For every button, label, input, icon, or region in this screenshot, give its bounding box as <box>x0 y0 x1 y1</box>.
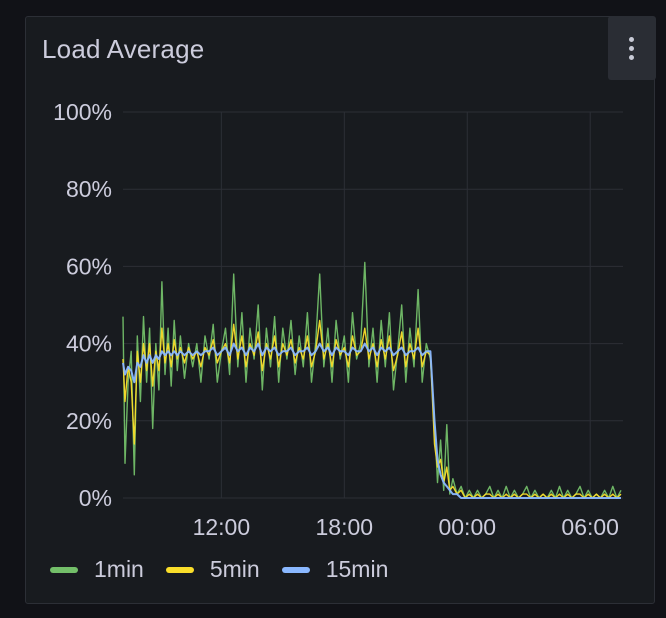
y-tick-label: 60% <box>66 253 112 279</box>
kebab-menu-icon <box>629 55 634 60</box>
y-tick-label: 0% <box>79 485 112 511</box>
series-line-1min <box>122 261 622 499</box>
y-tick-label: 80% <box>66 176 112 202</box>
panel <box>25 16 655 604</box>
legend-swatch-15min <box>281 566 310 573</box>
kebab-menu-icon <box>629 46 634 51</box>
panel-menu-button[interactable] <box>608 16 656 80</box>
kebab-menu-icon <box>629 37 634 42</box>
legend-label-1min: 1min <box>94 556 144 582</box>
x-tick-label: 06:00 <box>561 514 619 540</box>
y-tick-label: 100% <box>53 99 112 125</box>
x-tick-label: 00:00 <box>438 514 496 540</box>
legend-swatch-5min <box>165 566 194 573</box>
legend-swatch-1min <box>50 566 78 573</box>
panel-title: Load Average <box>42 34 205 64</box>
x-tick-label: 12:00 <box>193 514 251 540</box>
y-tick-label: 40% <box>66 331 112 357</box>
y-tick-label: 20% <box>66 408 112 434</box>
y-axis: 0% 20% 40% 60% 80% 100% <box>53 99 112 511</box>
x-axis: 12:00 18:00 00:00 06:00 <box>193 514 619 540</box>
legend-item-5min[interactable]: 5min <box>165 556 260 583</box>
legend-label-5min: 5min <box>209 556 260 582</box>
legend: 1min 5min 15min <box>50 556 410 583</box>
chart-grid <box>123 111 623 499</box>
x-tick-label: 18:00 <box>316 514 374 540</box>
legend-item-1min[interactable]: 1min <box>50 556 144 583</box>
legend-item-15min[interactable]: 15min <box>281 556 389 583</box>
legend-label-15min: 15min <box>325 556 389 582</box>
series-line-15min <box>122 342 621 499</box>
chart-series <box>122 261 622 499</box>
